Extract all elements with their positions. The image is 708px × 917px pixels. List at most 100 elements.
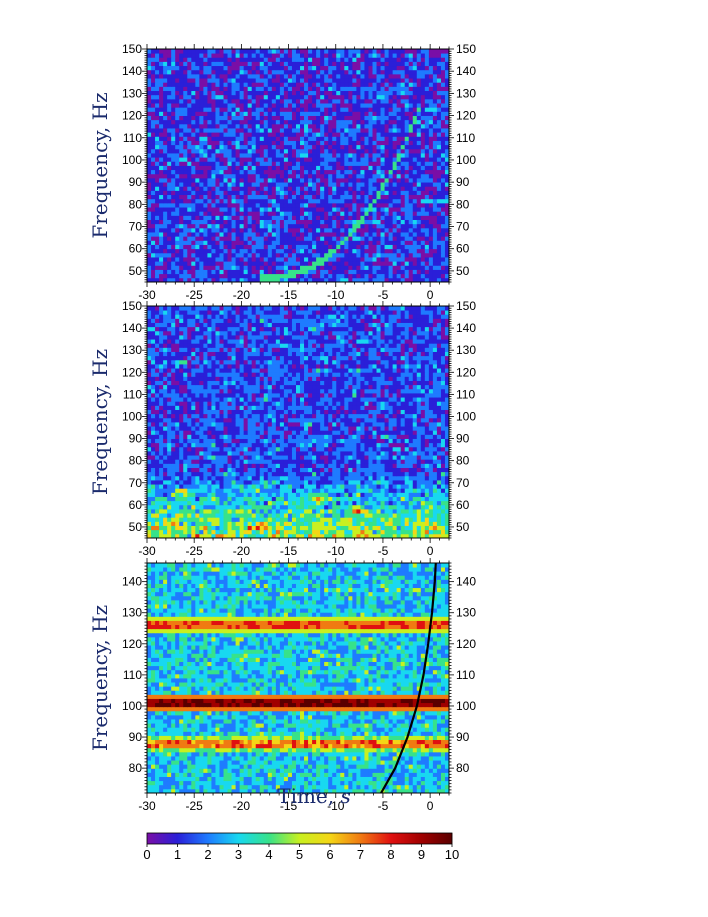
heatmap-cell — [336, 215, 341, 220]
heatmap-cell — [175, 202, 180, 208]
heatmap-cell — [316, 261, 321, 266]
heatmap-cell — [404, 57, 410, 62]
heatmap-cell — [291, 257, 297, 262]
heatmap-cell — [195, 49, 200, 54]
heatmap-cell — [183, 65, 188, 71]
heatmap-cell — [388, 69, 394, 75]
heatmap-cell — [360, 119, 365, 125]
heatmap-cell — [344, 94, 349, 100]
heatmap-cell — [235, 136, 241, 141]
heatmap-cell — [332, 265, 337, 270]
heatmap-cell — [344, 111, 349, 116]
heatmap-cell — [259, 236, 265, 241]
heatmap-cell — [163, 207, 168, 212]
heatmap-cell — [380, 165, 385, 171]
heatmap-cell — [183, 521, 188, 526]
heatmap-cell — [336, 186, 341, 191]
heatmap-cell — [151, 227, 156, 233]
heatmap-cell — [308, 115, 313, 121]
heatmap-cell — [199, 98, 204, 104]
heatmap-cell — [420, 107, 426, 112]
heatmap-cell — [404, 82, 410, 87]
heatmap-cell — [324, 252, 329, 258]
heatmap-cell — [332, 140, 337, 146]
heatmap-cell — [376, 165, 381, 171]
heatmap-cell — [207, 244, 212, 250]
heatmap-cell — [239, 252, 245, 258]
heatmap-cell — [287, 128, 293, 133]
heatmap-cell — [271, 248, 277, 254]
heatmap-cell — [199, 182, 204, 187]
heatmap-cell — [187, 198, 192, 204]
heatmap-cell — [147, 98, 152, 104]
heatmap-cell — [183, 257, 188, 262]
heatmap-cell — [372, 190, 377, 196]
heatmap-cell — [263, 236, 269, 241]
heatmap-cell — [167, 148, 172, 154]
heatmap-cell — [368, 165, 373, 171]
heatmap-cell — [416, 211, 422, 216]
heatmap-cell — [428, 57, 434, 62]
heatmap-cell — [380, 232, 385, 237]
heatmap-cell — [356, 153, 361, 158]
heatmap-cell — [207, 49, 212, 54]
heatmap-cell — [440, 169, 446, 175]
heatmap-cell — [287, 236, 293, 241]
heatmap-cell — [444, 123, 450, 129]
heatmap-cell — [231, 132, 236, 137]
heatmap-cell — [380, 61, 385, 67]
heatmap-cell — [207, 240, 212, 245]
heatmap-cell — [255, 223, 261, 229]
heatmap-cell — [428, 182, 434, 187]
heatmap-cell — [428, 61, 434, 67]
heatmap-cell — [368, 111, 373, 116]
heatmap-cell — [340, 211, 345, 216]
heatmap-cell — [424, 186, 430, 191]
heatmap-cell — [372, 521, 377, 526]
heatmap-cell — [436, 273, 442, 279]
heatmap-cell — [231, 277, 236, 283]
heatmap-cell — [283, 273, 289, 279]
heatmap-cell — [304, 265, 309, 270]
heatmap-cell — [283, 153, 289, 158]
heatmap-cell — [412, 244, 418, 250]
heatmap-cell — [179, 165, 184, 171]
heatmap-cell — [368, 140, 373, 146]
heatmap-cell — [336, 103, 341, 108]
heatmap-cell — [400, 513, 406, 518]
heatmap-cell — [243, 525, 249, 531]
heatmap-cell — [263, 78, 269, 83]
heatmap-cell — [380, 202, 385, 208]
heatmap-cell — [368, 223, 373, 229]
heatmap-cell — [316, 132, 321, 137]
heatmap-cell — [167, 136, 172, 141]
heatmap-cell — [356, 98, 361, 104]
heatmap-cell — [364, 194, 369, 200]
heatmap-cell — [275, 194, 281, 200]
heatmap-cell — [420, 529, 426, 535]
heatmap-cell — [219, 252, 224, 258]
heatmap-cell — [207, 509, 212, 514]
heatmap-cell — [211, 223, 216, 229]
heatmap-cell — [187, 277, 192, 283]
heatmap-cell — [239, 69, 245, 75]
heatmap-cell — [231, 211, 236, 216]
heatmap-cell — [247, 119, 253, 125]
heatmap-cell — [283, 128, 289, 133]
heatmap-cell — [368, 248, 373, 254]
heatmap-cell — [344, 169, 349, 175]
heatmap-cell — [336, 73, 341, 79]
heatmap-cell — [183, 69, 188, 75]
heatmap-cell — [167, 248, 172, 254]
heatmap-cell — [380, 182, 385, 187]
heatmap-cell — [376, 513, 381, 518]
heatmap-cell — [372, 65, 377, 71]
heatmap-cell — [183, 123, 188, 129]
heatmap-cell — [179, 61, 184, 67]
heatmap-cell — [187, 186, 192, 191]
heatmap-cell — [376, 521, 381, 526]
heatmap-cell — [372, 148, 377, 154]
heatmap-cell — [348, 202, 353, 208]
heatmap-cell — [332, 244, 337, 250]
heatmap-cell — [408, 153, 414, 158]
